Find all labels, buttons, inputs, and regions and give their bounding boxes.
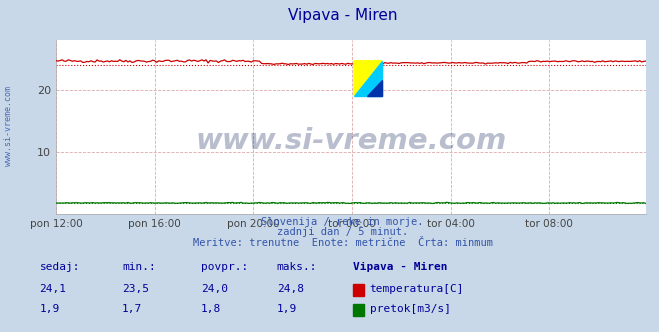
Text: sedaj:: sedaj: [40,262,80,272]
Text: zadnji dan / 5 minut.: zadnji dan / 5 minut. [277,227,409,237]
Text: 1,7: 1,7 [122,304,142,314]
Text: Vipava - Miren: Vipava - Miren [288,8,397,23]
Polygon shape [366,80,382,96]
Text: 1,8: 1,8 [201,304,221,314]
Text: 24,1: 24,1 [40,284,67,294]
Text: 1,9: 1,9 [277,304,297,314]
Polygon shape [354,61,382,96]
Text: www.si-vreme.com: www.si-vreme.com [195,127,507,155]
Text: Meritve: trenutne  Enote: metrične  Črta: minmum: Meritve: trenutne Enote: metrične Črta: … [192,238,493,248]
Text: Vipava - Miren: Vipava - Miren [353,262,447,272]
Text: min.:: min.: [122,262,156,272]
Text: 1,9: 1,9 [40,304,60,314]
Text: maks.:: maks.: [277,262,317,272]
Polygon shape [354,61,382,96]
Text: www.si-vreme.com: www.si-vreme.com [4,86,13,166]
Text: 24,8: 24,8 [277,284,304,294]
Text: temperatura[C]: temperatura[C] [370,284,464,294]
Text: povpr.:: povpr.: [201,262,248,272]
Text: 23,5: 23,5 [122,284,149,294]
Text: pretok[m3/s]: pretok[m3/s] [370,304,451,314]
Text: Slovenija / reke in morje.: Slovenija / reke in morje. [262,217,424,227]
Text: 24,0: 24,0 [201,284,228,294]
